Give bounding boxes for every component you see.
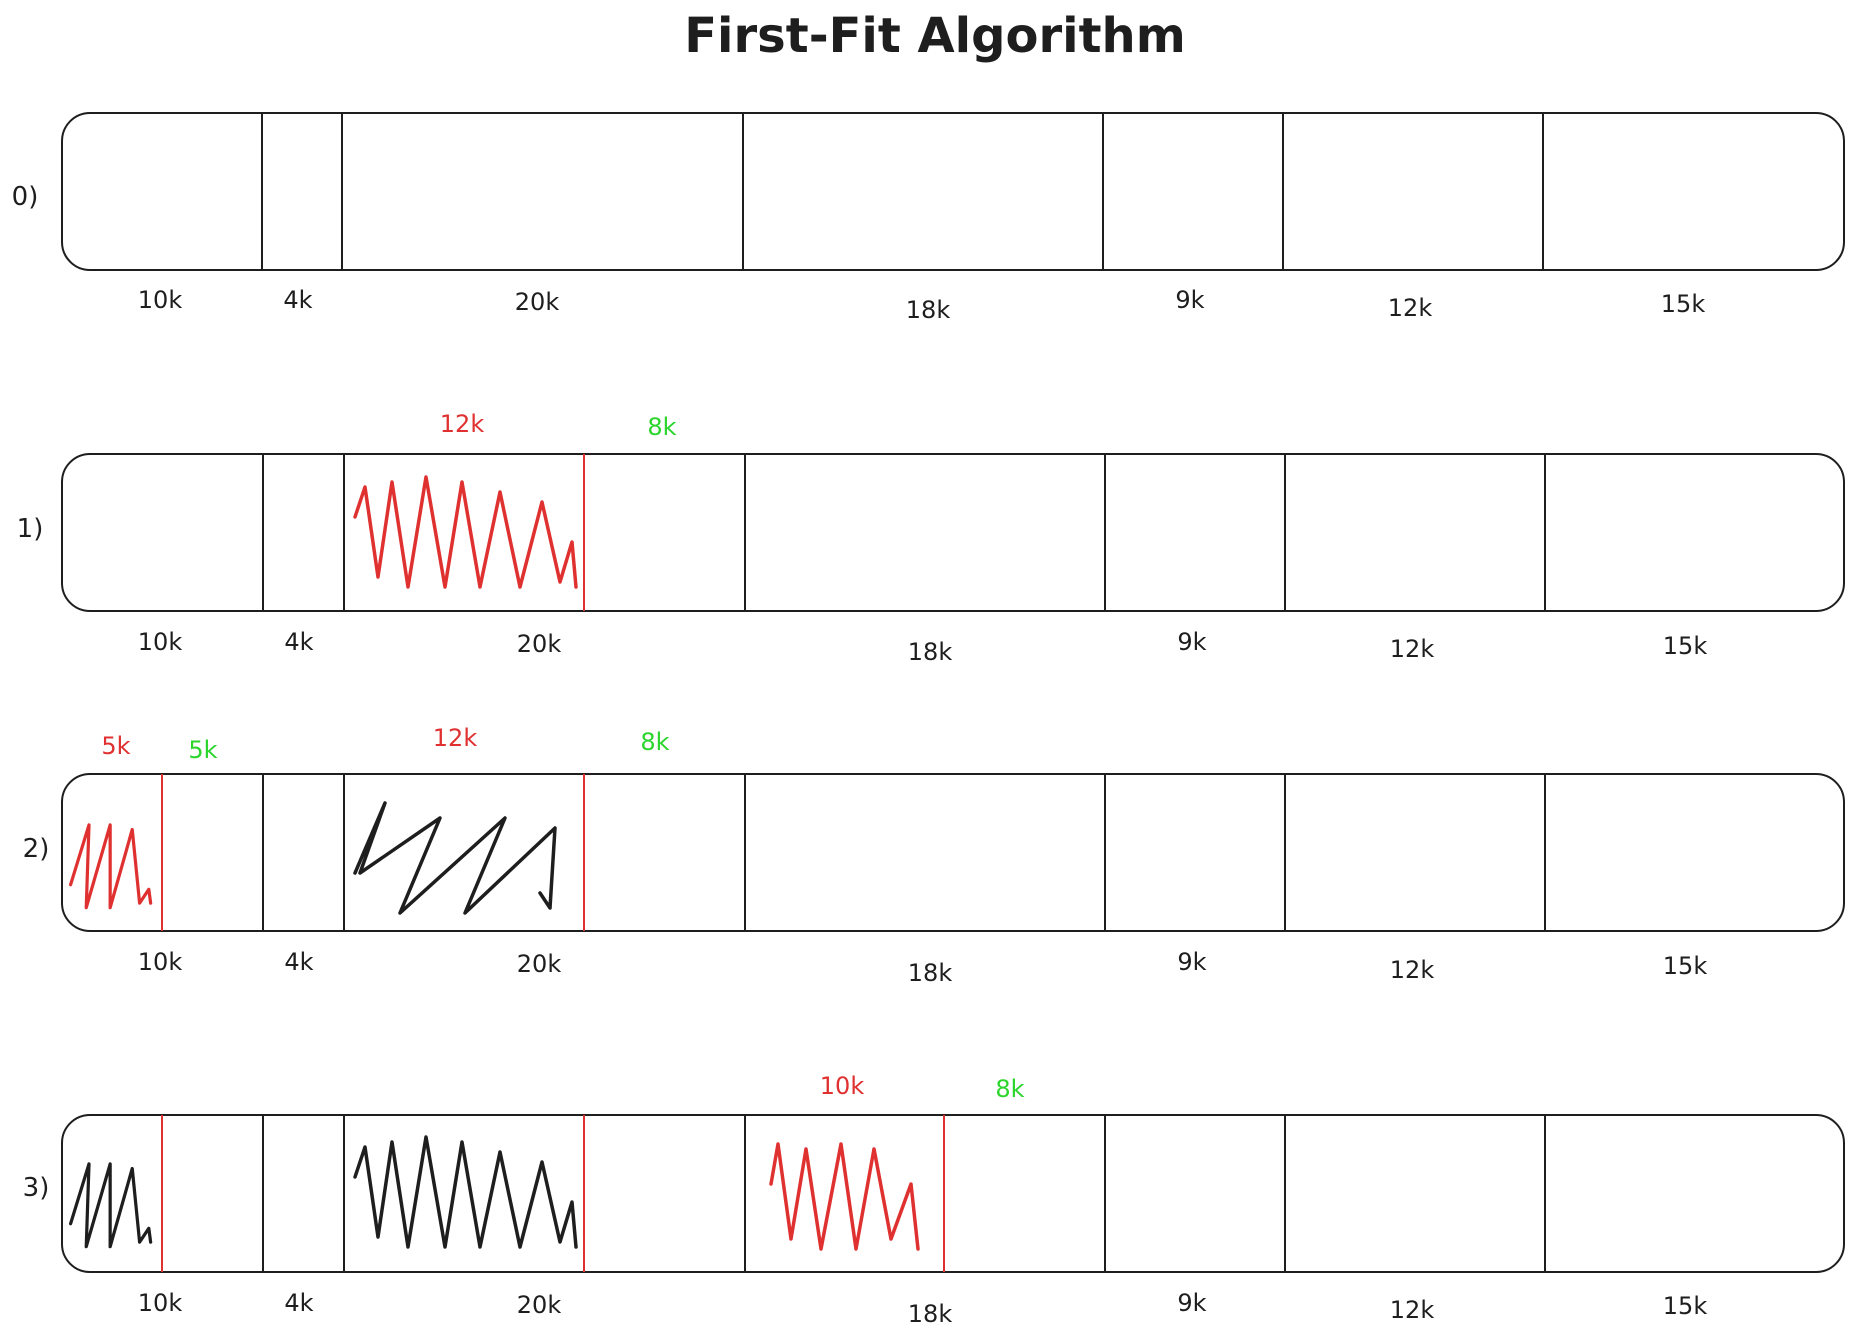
partition-dividers: [262, 1115, 1546, 1272]
previous-allocation-scribble: [68, 1162, 153, 1249]
row-label: 0): [12, 182, 39, 212]
allocated-size-label: 12k: [433, 724, 478, 752]
memory-bar: [61, 453, 1845, 612]
size-label: 20k: [515, 288, 560, 316]
size-label: 10k: [138, 1289, 183, 1317]
remaining-size-label: 8k: [640, 728, 669, 756]
size-label: 4k: [283, 286, 312, 314]
size-label: 15k: [1661, 290, 1706, 318]
allocated-block-scribble: [353, 475, 578, 589]
size-label: 20k: [517, 950, 562, 978]
allocated-size-label: 5k: [101, 732, 130, 760]
allocated-size-label: 12k: [440, 410, 485, 438]
size-label: 20k: [517, 630, 562, 658]
allocated-block-scribble: [769, 1142, 920, 1251]
partition-size-labels: 10k 4k 20k 18k 9k 12k 15k: [138, 628, 1708, 666]
size-label: 18k: [908, 1300, 953, 1328]
size-label: 15k: [1663, 952, 1708, 980]
size-label: 12k: [1390, 956, 1435, 984]
memory-bar: [61, 112, 1845, 271]
memory-row-2: 2) 5k 5k 12k 8k 10k 4k 20k 18k 9k 12k 15…: [23, 724, 1845, 987]
memory-row-1: 1) 12k 8k 10k 4k 20k 18k 9k 12k 15k: [17, 410, 1845, 666]
size-label: 18k: [908, 638, 953, 666]
size-label: 12k: [1390, 635, 1435, 663]
size-label: 9k: [1175, 286, 1204, 314]
allocated-block-scribble: [68, 823, 153, 910]
size-label: 15k: [1663, 1292, 1708, 1320]
size-label: 9k: [1177, 948, 1206, 976]
allocated-size-label: 10k: [820, 1072, 865, 1100]
row-label: 1): [17, 514, 44, 544]
size-label: 18k: [908, 959, 953, 987]
partition-dividers: [262, 774, 1546, 931]
size-label: 10k: [138, 628, 183, 656]
size-label: 4k: [284, 628, 313, 656]
size-label: 12k: [1390, 1296, 1435, 1324]
size-label: 20k: [517, 1291, 562, 1319]
memory-row-0: 0) 10k 4k 20k 18k 9k 12k 15k: [12, 112, 1845, 324]
size-label: 9k: [1177, 628, 1206, 656]
partition-size-labels: 10k 4k 20k 18k 9k 12k 15k: [138, 1289, 1708, 1328]
size-label: 9k: [1177, 1289, 1206, 1317]
size-label: 4k: [284, 1289, 313, 1317]
partition-size-labels: 10k 4k 20k 18k 9k 12k 15k: [138, 948, 1708, 987]
row-label: 3): [23, 1173, 50, 1203]
size-label: 15k: [1663, 632, 1708, 660]
size-label: 10k: [138, 948, 183, 976]
remaining-size-label: 8k: [647, 413, 676, 441]
previous-allocation-scribble: [353, 801, 557, 915]
memory-bar: [61, 1114, 1845, 1273]
memory-row-3: 3) 10k 8k 10k 4k 20k 18k 9k 12k 15k: [23, 1072, 1845, 1328]
memory-bar: [61, 773, 1845, 932]
partition-size-labels: 10k 4k 20k 18k 9k 12k 15k: [138, 286, 1706, 324]
previous-allocation-scribble: [353, 1135, 578, 1249]
partition-dividers: [262, 454, 1546, 611]
size-label: 12k: [1388, 294, 1433, 322]
partition-dividers: [261, 113, 1544, 270]
remaining-size-label: 5k: [188, 736, 217, 764]
row-label: 2): [23, 834, 50, 864]
size-label: 4k: [284, 948, 313, 976]
size-label: 10k: [138, 286, 183, 314]
diagram-title: First-Fit Algorithm: [684, 8, 1185, 64]
size-label: 18k: [906, 296, 951, 324]
remaining-size-label: 8k: [995, 1075, 1024, 1103]
